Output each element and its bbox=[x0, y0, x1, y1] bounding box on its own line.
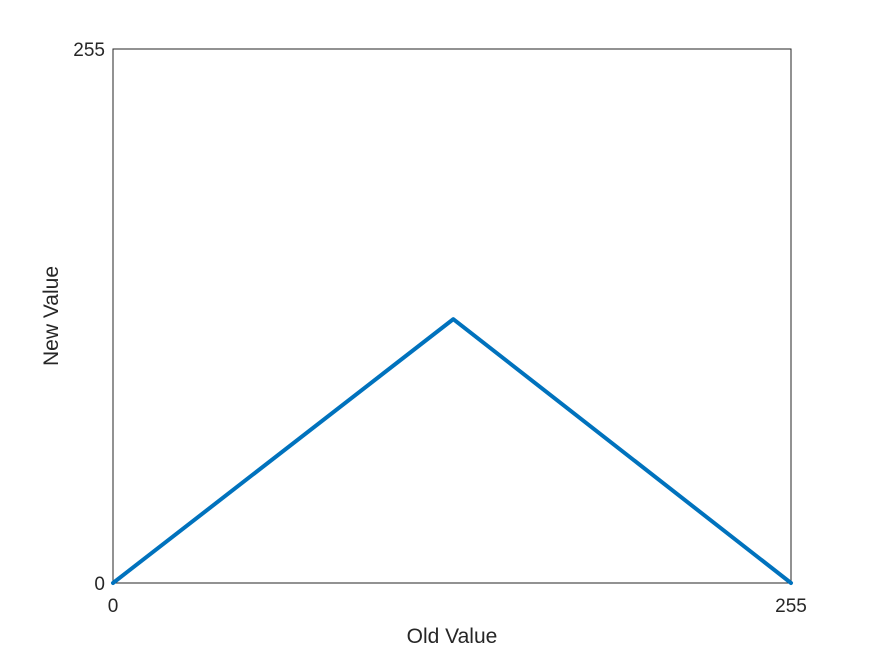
y-axis-label: New Value bbox=[40, 266, 63, 366]
tick-layer: 0 255 0 255 bbox=[73, 40, 807, 617]
x-tick-label-1: 255 bbox=[775, 596, 807, 617]
x-tick-label-0: 0 bbox=[108, 596, 119, 617]
x-axis-label: Old Value bbox=[407, 625, 498, 648]
y-tick-label-1: 255 bbox=[73, 40, 105, 61]
y-tick-label-0: 0 bbox=[94, 574, 105, 595]
series-line-0 bbox=[111, 317, 793, 585]
series-layer bbox=[111, 317, 793, 585]
